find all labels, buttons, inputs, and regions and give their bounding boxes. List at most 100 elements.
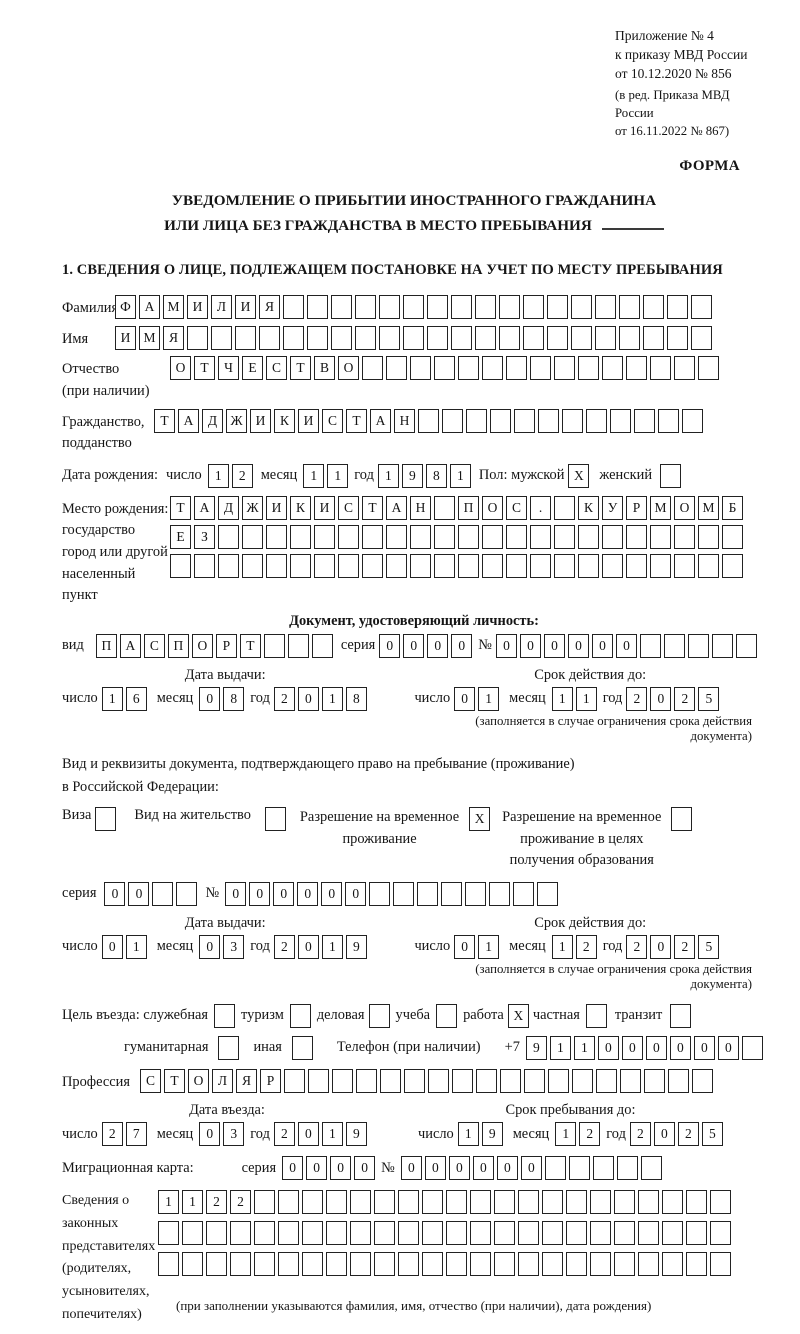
given-name-cell[interactable]: И — [115, 325, 136, 350]
patronymic-cell[interactable]: В — [314, 356, 335, 381]
birth-place-cell[interactable] — [530, 553, 551, 578]
surname-cell[interactable]: И — [187, 295, 208, 320]
profession-cell[interactable] — [332, 1068, 353, 1093]
purpose-checkbox-cell[interactable] — [436, 1003, 458, 1028]
birth-place-cell[interactable] — [290, 553, 311, 578]
birth-place-cell[interactable] — [698, 524, 719, 549]
representative-cell[interactable] — [398, 1190, 419, 1215]
permit-checkbox-cell[interactable] — [264, 806, 286, 831]
doc-series-cell[interactable]: 0 — [403, 633, 425, 658]
citizenship-cell[interactable] — [634, 408, 655, 433]
patronymic-cell[interactable] — [506, 356, 527, 381]
birth-place-cell[interactable]: К — [578, 495, 599, 520]
doc-type-cell[interactable]: А — [119, 633, 141, 658]
res-issue-cell[interactable]: 1 — [125, 934, 147, 959]
citizenship-cell[interactable]: А — [370, 408, 391, 433]
surname-cell[interactable] — [691, 295, 712, 320]
doc-issue-cell[interactable]: 1 — [101, 686, 123, 711]
migration-number-cell[interactable] — [640, 1156, 662, 1181]
patronymic-cell[interactable]: Т — [194, 356, 215, 381]
birth-place-cell[interactable]: П — [458, 495, 479, 520]
representative-cell[interactable] — [686, 1221, 707, 1246]
surname-cell[interactable] — [571, 295, 592, 320]
profession-cell[interactable] — [308, 1068, 329, 1093]
representative-cell[interactable] — [518, 1252, 539, 1277]
patronymic-cell[interactable] — [362, 356, 383, 381]
doc-type-cell[interactable]: Р — [215, 633, 237, 658]
phone-cell[interactable]: 9 — [525, 1035, 547, 1060]
doc-type-cell[interactable] — [311, 633, 333, 658]
profession-cell[interactable] — [404, 1068, 425, 1093]
given-name-cell[interactable] — [451, 325, 472, 350]
given-name-cell[interactable] — [499, 325, 520, 350]
temp-residence-checkbox[interactable]: X — [469, 806, 491, 831]
citizenship-cell[interactable]: И — [250, 408, 271, 433]
citizenship-cell[interactable] — [682, 408, 703, 433]
birth-place-cell[interactable] — [242, 524, 263, 549]
birth-place-cell[interactable] — [506, 524, 527, 549]
citizenship-cell[interactable] — [658, 408, 679, 433]
doc-valid-cell[interactable]: 1 — [575, 686, 597, 711]
surname-cell[interactable] — [379, 295, 400, 320]
phone-cell[interactable]: 0 — [621, 1035, 643, 1060]
surname-cell[interactable] — [403, 295, 424, 320]
representative-cell[interactable]: 2 — [230, 1190, 251, 1215]
birth-place-cell[interactable]: К — [290, 495, 311, 520]
birth-place-cell[interactable] — [626, 553, 647, 578]
res-valid-cell[interactable]: 0 — [650, 934, 672, 959]
birth-place-cell[interactable] — [410, 524, 431, 549]
birth-place-cell[interactable] — [410, 553, 431, 578]
representative-cell[interactable] — [254, 1252, 275, 1277]
patronymic-cell[interactable]: О — [338, 356, 359, 381]
patronymic-cell[interactable] — [530, 356, 551, 381]
citizenship-cell[interactable]: Н — [394, 408, 415, 433]
given-name-cell[interactable] — [595, 325, 616, 350]
res-number-cell[interactable] — [537, 881, 559, 906]
representative-cell[interactable]: 1 — [158, 1190, 179, 1215]
profession-cell[interactable] — [548, 1068, 569, 1093]
res-issue-cell[interactable]: 9 — [345, 934, 367, 959]
representative-cell[interactable] — [470, 1252, 491, 1277]
migration-number-cell[interactable]: 0 — [424, 1156, 446, 1181]
doc-number-cell[interactable] — [736, 633, 758, 658]
doc-type-cell[interactable] — [287, 633, 309, 658]
purpose-checkbox-cell[interactable] — [289, 1003, 311, 1028]
entry-date-cell[interactable]: 9 — [345, 1122, 367, 1147]
phone-cell[interactable]: 0 — [693, 1035, 715, 1060]
birth-place-cell[interactable] — [434, 495, 455, 520]
doc-issue-cell[interactable]: 6 — [125, 686, 147, 711]
surname-cell[interactable]: М — [163, 295, 184, 320]
surname-cell[interactable] — [427, 295, 448, 320]
migration-series-cell[interactable]: 0 — [330, 1156, 352, 1181]
res-number-cell[interactable]: 0 — [225, 881, 247, 906]
birth-place-cell[interactable] — [722, 553, 743, 578]
res-issue-cell[interactable]: 1 — [321, 934, 343, 959]
representative-cell[interactable] — [710, 1252, 731, 1277]
res-number-cell[interactable]: 0 — [249, 881, 271, 906]
patronymic-cell[interactable]: С — [266, 356, 287, 381]
birth-place-cell[interactable] — [482, 524, 503, 549]
surname-cell[interactable] — [619, 295, 640, 320]
surname-cell[interactable]: Л — [211, 295, 232, 320]
male-checkbox-cell[interactable]: X — [568, 463, 590, 488]
profession-cell[interactable] — [452, 1068, 473, 1093]
birth-place-cell[interactable] — [578, 524, 599, 549]
representatives-row2[interactable] — [158, 1221, 731, 1246]
migration-number-cell[interactable] — [568, 1156, 590, 1181]
representative-cell[interactable] — [662, 1221, 683, 1246]
stay-until-cell[interactable]: 1 — [555, 1122, 577, 1147]
representative-cell[interactable] — [254, 1221, 275, 1246]
purpose-checkbox-cell[interactable] — [368, 1003, 390, 1028]
migration-series-cell[interactable]: 0 — [282, 1156, 304, 1181]
birth-place-cell[interactable] — [362, 524, 383, 549]
birth-place-row3[interactable] — [170, 553, 743, 578]
res-issue-cell[interactable]: 3 — [223, 934, 245, 959]
